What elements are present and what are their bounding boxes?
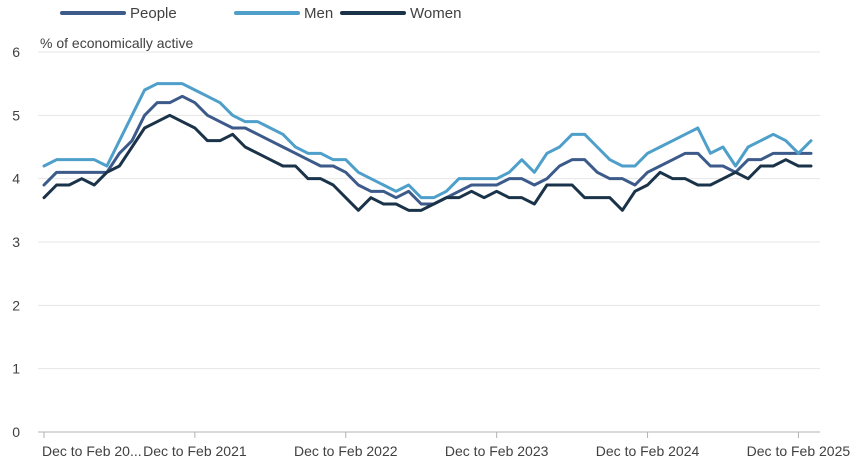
y-tick-label: 4 <box>12 171 20 187</box>
series-line-women <box>42 113 813 212</box>
legend: People Men Women <box>60 5 461 22</box>
y-tick-label: 6 <box>12 44 20 60</box>
x-tick-label: Dec to Feb 2021 <box>143 443 247 459</box>
legend-label-people: People <box>130 5 177 22</box>
series-line-people <box>42 94 813 206</box>
y-axis-ticks: 0 1 2 3 4 5 6 <box>12 44 20 440</box>
x-tick-label: Dec to Feb 2025 <box>747 443 851 459</box>
series-line-men <box>42 82 813 200</box>
gridlines <box>38 51 820 433</box>
y-tick-label: 1 <box>12 361 20 377</box>
x-tick-label: Dec to Feb 20... <box>42 443 142 459</box>
x-tick-label: Dec to Feb 2022 <box>294 443 398 459</box>
x-tick-label: Dec to Feb 2023 <box>445 443 549 459</box>
legend-label-men: Men <box>304 5 333 22</box>
x-tick-label: Dec to Feb 2024 <box>596 443 700 459</box>
y-tick-label: 3 <box>12 234 20 250</box>
legend-label-women: Women <box>410 5 461 22</box>
y-tick-label: 2 <box>12 297 20 313</box>
y-tick-label: 0 <box>12 424 20 440</box>
x-axis-ticks: Dec to Feb 20... Dec to Feb 2021 Dec to Fe… <box>42 432 850 459</box>
y-axis-label: % of economically active <box>40 35 194 51</box>
series-lines <box>42 82 813 212</box>
y-tick-label: 5 <box>12 107 20 123</box>
